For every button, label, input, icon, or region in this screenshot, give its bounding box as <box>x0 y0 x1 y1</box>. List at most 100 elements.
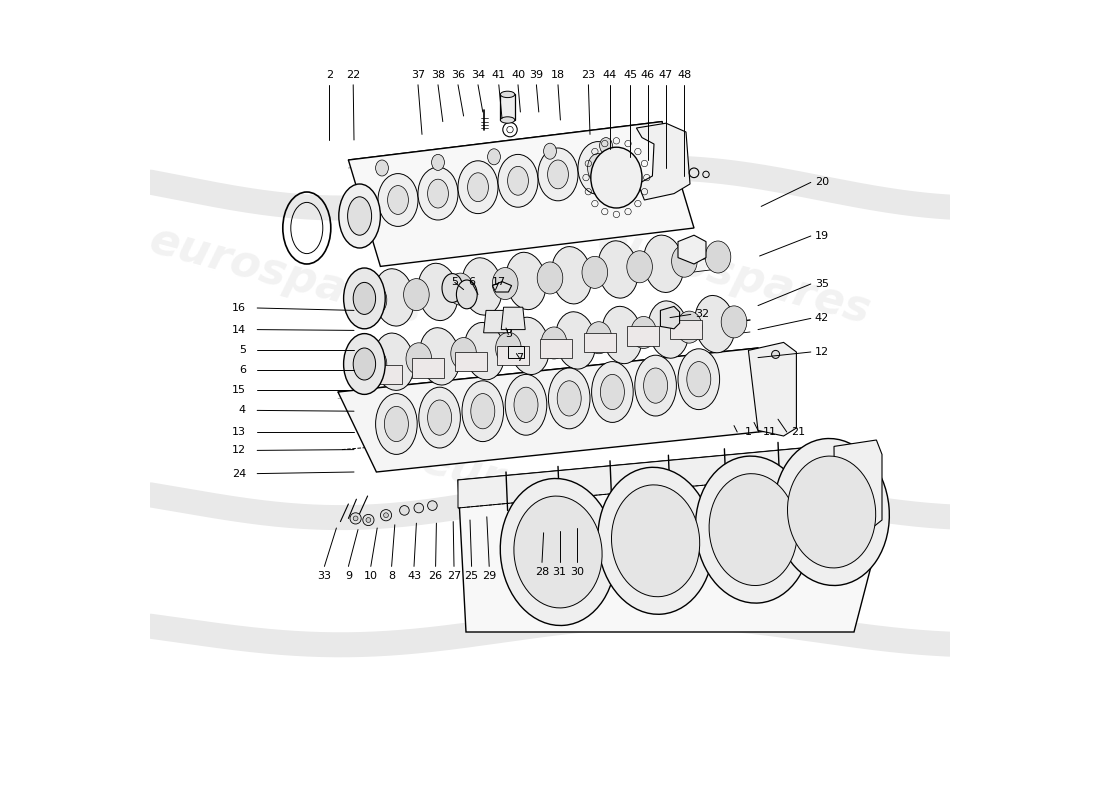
Ellipse shape <box>695 456 811 603</box>
Ellipse shape <box>506 252 547 310</box>
Circle shape <box>414 503 424 513</box>
Bar <box>627 326 659 346</box>
Polygon shape <box>660 306 680 329</box>
Text: 8: 8 <box>388 571 395 581</box>
Ellipse shape <box>462 381 504 442</box>
Text: 42: 42 <box>815 314 829 323</box>
Ellipse shape <box>418 167 458 220</box>
Text: 29: 29 <box>482 571 496 581</box>
Text: 2: 2 <box>326 70 333 80</box>
Text: 30: 30 <box>570 567 584 577</box>
Ellipse shape <box>375 160 388 176</box>
Circle shape <box>384 513 388 518</box>
Polygon shape <box>637 123 690 200</box>
Ellipse shape <box>514 387 538 422</box>
Ellipse shape <box>505 374 547 435</box>
Polygon shape <box>493 282 512 292</box>
Ellipse shape <box>774 438 889 586</box>
Ellipse shape <box>428 400 452 435</box>
Ellipse shape <box>419 328 460 385</box>
Text: 40: 40 <box>510 70 525 80</box>
Text: 19: 19 <box>815 231 829 241</box>
Ellipse shape <box>458 161 498 214</box>
Ellipse shape <box>418 263 459 321</box>
Ellipse shape <box>644 368 668 403</box>
Ellipse shape <box>496 332 521 364</box>
Text: 6: 6 <box>469 278 475 287</box>
Ellipse shape <box>788 456 876 568</box>
Text: 16: 16 <box>232 303 246 313</box>
Polygon shape <box>484 310 507 333</box>
Polygon shape <box>834 440 882 532</box>
Text: 23: 23 <box>581 70 595 80</box>
Ellipse shape <box>378 174 418 226</box>
Ellipse shape <box>543 143 557 159</box>
Ellipse shape <box>551 246 592 304</box>
Ellipse shape <box>507 166 528 195</box>
Text: 17: 17 <box>492 278 506 287</box>
Ellipse shape <box>722 306 747 338</box>
Text: 20: 20 <box>815 178 829 187</box>
Text: eurospares: eurospares <box>593 219 876 333</box>
Ellipse shape <box>549 368 590 429</box>
Ellipse shape <box>678 349 719 410</box>
Text: 27: 27 <box>447 571 461 581</box>
Ellipse shape <box>548 160 569 189</box>
Ellipse shape <box>705 241 730 273</box>
Text: 36: 36 <box>451 70 465 80</box>
Ellipse shape <box>339 184 381 248</box>
Text: 5: 5 <box>239 346 246 355</box>
Ellipse shape <box>343 334 385 394</box>
Ellipse shape <box>451 338 476 370</box>
Ellipse shape <box>500 478 616 626</box>
Text: 25: 25 <box>464 571 478 581</box>
Ellipse shape <box>672 245 697 277</box>
Ellipse shape <box>462 258 503 315</box>
Bar <box>497 346 529 365</box>
Text: 21: 21 <box>791 427 805 437</box>
Bar <box>454 352 487 371</box>
Ellipse shape <box>419 387 461 448</box>
Ellipse shape <box>694 295 735 353</box>
Bar <box>500 94 515 120</box>
Polygon shape <box>458 444 846 508</box>
Text: 46: 46 <box>640 70 654 80</box>
Text: 44: 44 <box>603 70 617 80</box>
Polygon shape <box>678 235 706 264</box>
Text: 24: 24 <box>232 469 246 478</box>
Ellipse shape <box>644 235 684 293</box>
Ellipse shape <box>556 312 596 369</box>
Bar <box>507 346 524 358</box>
Circle shape <box>399 506 409 515</box>
Text: 5: 5 <box>451 278 459 287</box>
Ellipse shape <box>514 496 602 608</box>
Text: 22: 22 <box>346 70 361 80</box>
Ellipse shape <box>353 348 375 380</box>
Ellipse shape <box>487 149 500 165</box>
Circle shape <box>350 513 361 524</box>
Bar <box>370 365 402 384</box>
Ellipse shape <box>587 154 608 182</box>
Circle shape <box>363 514 374 526</box>
Ellipse shape <box>353 282 375 314</box>
Ellipse shape <box>537 262 563 294</box>
Ellipse shape <box>598 467 713 614</box>
Ellipse shape <box>541 327 567 359</box>
Bar <box>584 333 616 352</box>
Ellipse shape <box>404 278 429 310</box>
Polygon shape <box>349 122 694 266</box>
Ellipse shape <box>500 117 515 123</box>
Ellipse shape <box>500 91 515 98</box>
Text: 13: 13 <box>232 427 246 437</box>
Ellipse shape <box>431 154 444 170</box>
Ellipse shape <box>493 267 518 299</box>
Ellipse shape <box>387 186 408 214</box>
Text: eurospares: eurospares <box>144 219 428 333</box>
Text: 41: 41 <box>492 70 506 80</box>
Ellipse shape <box>456 280 477 309</box>
Circle shape <box>771 350 780 358</box>
Ellipse shape <box>648 301 689 358</box>
Text: 39: 39 <box>529 70 543 80</box>
Ellipse shape <box>384 406 408 442</box>
Text: 7: 7 <box>516 354 524 363</box>
